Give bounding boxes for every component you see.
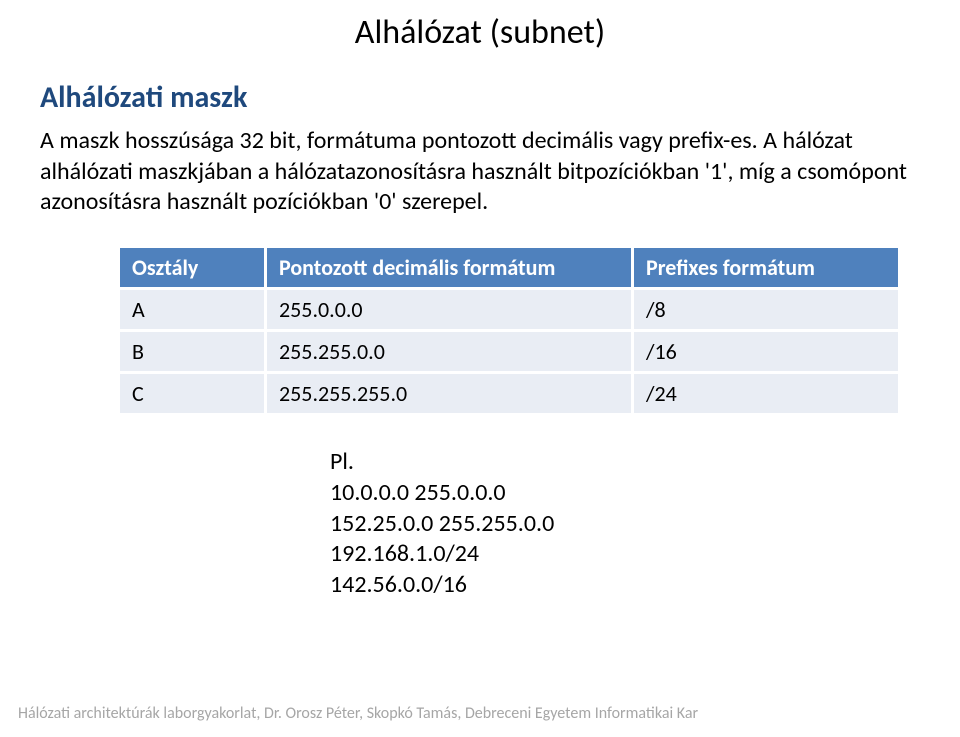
example-line: 10.0.0.0 255.0.0.0 — [330, 478, 920, 509]
table-row: B 255.255.0.0 /16 — [120, 331, 898, 373]
cell-class: A — [120, 289, 266, 331]
col-header-dotted: Pontozott decimális formátum — [266, 248, 633, 289]
body-paragraph: A maszk hosszúsága 32 bit, formátuma pon… — [40, 126, 920, 218]
example-line: 192.168.1.0/24 — [330, 539, 920, 570]
table-row: A 255.0.0.0 /8 — [120, 289, 898, 331]
footer-text: Hálózati architektúrák laborgyakorlat, D… — [0, 704, 960, 723]
slide-page: Alhálózat (subnet) Alhálózati maszk A ma… — [0, 0, 960, 737]
cell-dotted: 255.255.0.0 — [266, 331, 633, 373]
section-heading: Alhálózati maszk — [40, 79, 920, 116]
cell-dotted: 255.255.255.0 — [266, 373, 633, 414]
mask-table: Osztály Pontozott decimális formátum Pre… — [120, 248, 898, 413]
cell-prefix: /8 — [633, 289, 899, 331]
table-row: C 255.255.255.0 /24 — [120, 373, 898, 414]
cell-prefix: /24 — [633, 373, 899, 414]
cell-class: B — [120, 331, 266, 373]
page-title: Alhálózat (subnet) — [40, 12, 920, 53]
mask-table-wrap: Osztály Pontozott decimális formátum Pre… — [120, 248, 820, 413]
examples-block: Pl. 10.0.0.0 255.0.0.0 152.25.0.0 255.25… — [330, 447, 920, 601]
examples-label: Pl. — [330, 447, 920, 478]
cell-prefix: /16 — [633, 331, 899, 373]
cell-dotted: 255.0.0.0 — [266, 289, 633, 331]
table-header-row: Osztály Pontozott decimális formátum Pre… — [120, 248, 898, 289]
cell-class: C — [120, 373, 266, 414]
example-line: 152.25.0.0 255.255.0.0 — [330, 509, 920, 540]
example-line: 142.56.0.0/16 — [330, 570, 920, 601]
col-header-class: Osztály — [120, 248, 266, 289]
col-header-prefix: Prefixes formátum — [633, 248, 899, 289]
